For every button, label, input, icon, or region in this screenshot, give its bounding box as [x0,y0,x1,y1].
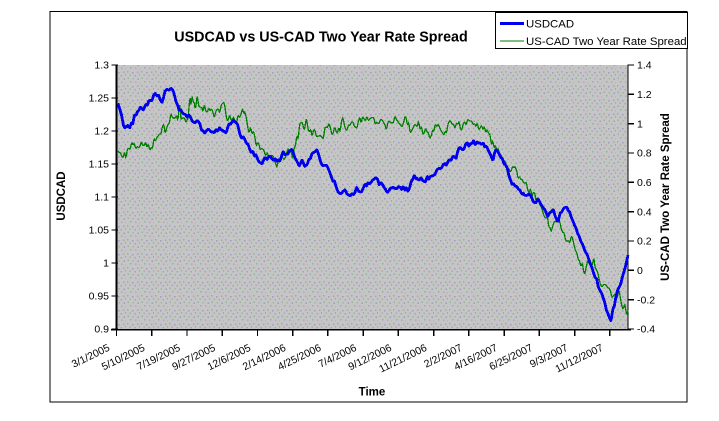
svg-text:1.2: 1.2 [637,89,652,101]
svg-text:0: 0 [637,265,643,277]
svg-text:1.4: 1.4 [637,60,652,72]
svg-text:1.1: 1.1 [94,192,109,204]
svg-text:0.2: 0.2 [637,236,652,248]
svg-text:-0.2: -0.2 [637,294,655,306]
svg-text:USDCAD: USDCAD [526,19,574,31]
svg-text:0.4: 0.4 [637,206,652,218]
svg-text:USDCAD vs US-CAD Two Year Rate: USDCAD vs US-CAD Two Year Rate Spread [174,30,467,46]
svg-text:USDCAD: USDCAD [56,171,68,220]
svg-text:US-CAD Two Year Rate Spread: US-CAD Two Year Rate Spread [526,36,687,48]
svg-text:US-CAD Two Year Rate Spread: US-CAD Two Year Rate Spread [660,113,672,281]
svg-text:0.6: 0.6 [637,177,652,189]
svg-text:0.8: 0.8 [637,148,652,160]
svg-text:1.25: 1.25 [89,93,110,105]
svg-text:1: 1 [637,118,643,130]
svg-text:-0.4: -0.4 [637,324,655,336]
svg-text:1.05: 1.05 [89,225,110,237]
svg-text:1.15: 1.15 [89,159,110,171]
svg-text:1.2: 1.2 [94,126,109,138]
svg-text:0.95: 0.95 [89,291,110,303]
svg-text:Time: Time [359,387,386,399]
svg-text:1.3: 1.3 [94,60,109,72]
svg-text:0.9: 0.9 [94,324,109,336]
svg-text:1: 1 [103,258,109,270]
